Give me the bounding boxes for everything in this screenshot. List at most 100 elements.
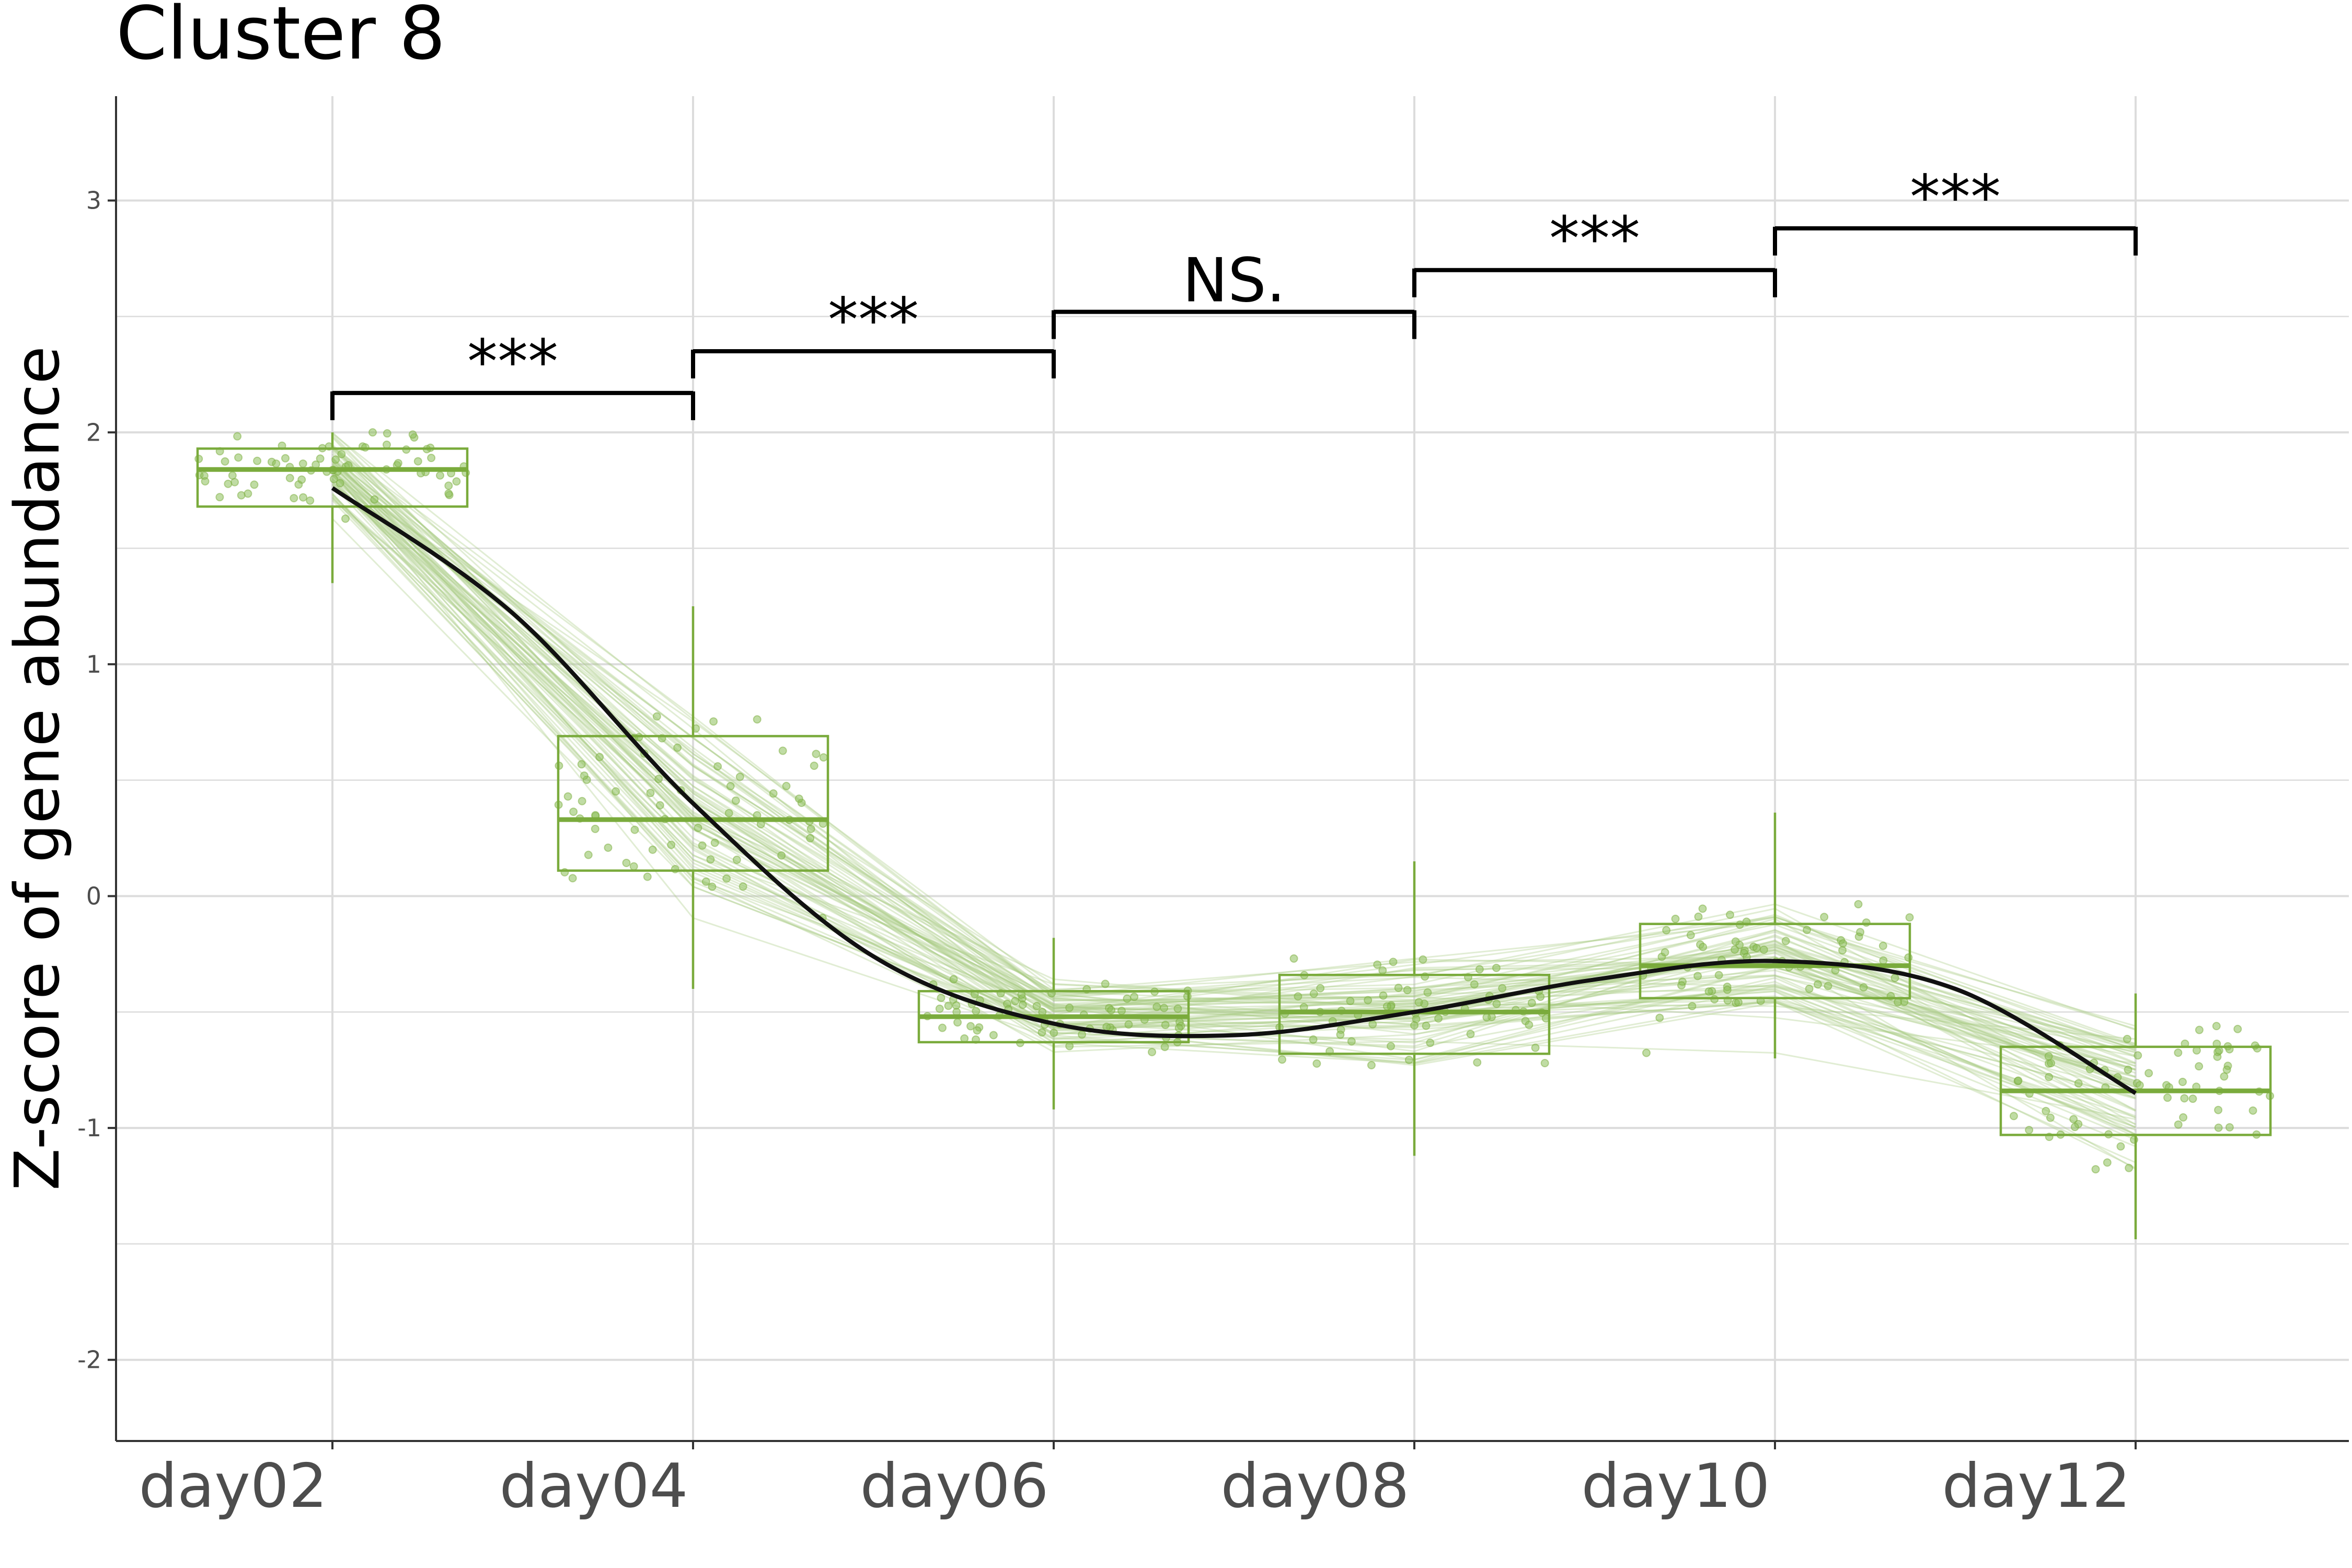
gene-point — [2179, 1113, 2188, 1122]
gene-point — [2220, 1072, 2229, 1081]
gene-point — [1531, 1043, 1540, 1052]
gene-point — [316, 454, 325, 463]
gene-point — [1482, 1013, 1491, 1022]
chart-title: Cluster 8 — [116, 0, 445, 76]
gene-profile-line — [331, 494, 2136, 1099]
gene-profile-line — [331, 457, 2136, 1131]
gene-point — [1378, 966, 1387, 975]
gene-point — [1373, 960, 1382, 969]
gene-profile-line — [331, 518, 2136, 1128]
gene-point — [1160, 1004, 1169, 1012]
gene-point — [819, 753, 828, 762]
gene-point — [2233, 1024, 2242, 1033]
gene-point — [2070, 1123, 2079, 1132]
gene-point — [708, 882, 717, 891]
gene-point — [2135, 1081, 2144, 1090]
gene-point — [694, 823, 702, 832]
gene-point — [253, 456, 262, 465]
gene-point — [604, 843, 613, 852]
box-iqr — [1639, 923, 1911, 999]
gene-point — [2180, 1094, 2189, 1103]
gene-point — [336, 479, 344, 488]
gene-point — [2124, 1065, 2132, 1074]
gene-point — [1379, 991, 1388, 1000]
gene-point — [1890, 973, 1899, 982]
gene-point — [1160, 1043, 1169, 1052]
gene-point — [281, 454, 290, 463]
gene-point — [949, 975, 958, 984]
gene-point — [413, 457, 422, 466]
gene-point — [1423, 988, 1432, 997]
gene-point — [794, 794, 803, 803]
gene-point — [709, 717, 718, 726]
gene-point — [1410, 1021, 1419, 1030]
gene-point — [234, 453, 243, 462]
gene-profile-line — [332, 481, 2136, 1085]
x-tick-label: day06 — [860, 1451, 1049, 1521]
gene-point — [1173, 1004, 1182, 1013]
gene-point — [1820, 913, 1829, 921]
gene-profile-line — [332, 466, 2136, 1125]
gene-point — [629, 862, 638, 871]
gene-profile-line — [331, 478, 2136, 1135]
gene-point — [722, 874, 731, 883]
gene-point — [1642, 1048, 1651, 1057]
gene-profile-line — [332, 458, 2136, 1027]
gene-point — [1346, 997, 1355, 1006]
gene-point — [2215, 1046, 2223, 1055]
gene-point — [1037, 1028, 1046, 1037]
gene-point — [2069, 1115, 2078, 1124]
gene-point — [1102, 1022, 1111, 1031]
gene-profile-line — [331, 483, 2136, 1117]
gene-point — [1367, 1060, 1376, 1069]
gene-point — [1492, 999, 1501, 1008]
gene-point — [643, 872, 652, 881]
gene-profile-line — [331, 471, 2136, 1071]
box-day04 — [557, 606, 829, 989]
gene-point — [769, 789, 778, 798]
gene-point — [1309, 1035, 1318, 1044]
gene-point — [2009, 1112, 2018, 1121]
gene-profile-line — [331, 469, 2136, 1097]
gene-point — [568, 874, 577, 883]
gene-point — [673, 743, 682, 752]
gene-point — [1856, 928, 1865, 937]
gene-profile-line — [331, 465, 2136, 1094]
gene-point — [2116, 1142, 2125, 1151]
gene-point — [1289, 954, 1298, 963]
gene-point — [1101, 979, 1110, 988]
gene-profile-line — [332, 444, 2136, 1046]
gene-point — [1426, 1039, 1435, 1047]
bracket-line — [691, 349, 1056, 378]
gene-point — [698, 841, 707, 850]
gene-point — [1723, 985, 1732, 994]
gene-point — [1312, 1059, 1321, 1068]
gene-profile-line — [331, 493, 2136, 1136]
gene-point — [2014, 1076, 2023, 1085]
gene-point — [368, 428, 377, 437]
gene-point — [1686, 931, 1695, 940]
box-day06 — [917, 938, 1190, 1110]
gene-point — [938, 1023, 947, 1032]
gene-point — [1278, 1055, 1287, 1064]
gene-point — [215, 493, 224, 502]
gene-point — [1117, 1006, 1126, 1015]
gene-profile-line — [332, 499, 2136, 1100]
gene-point — [1130, 993, 1139, 1001]
gene-point — [1419, 955, 1427, 964]
gene-point — [331, 455, 340, 464]
significance-bracket: *** — [691, 285, 1056, 378]
gene-point — [1731, 937, 1740, 946]
gene-point — [2163, 1093, 2172, 1102]
gene-point — [1677, 981, 1686, 990]
box-iqr — [557, 735, 829, 872]
gene-point — [1316, 984, 1325, 993]
gene-profile-line — [331, 466, 2136, 1070]
gene-point — [782, 781, 791, 790]
gene-point — [408, 430, 417, 439]
gene-point — [584, 850, 593, 859]
gene-point — [1403, 986, 1412, 995]
gene-point — [753, 715, 762, 724]
gene-profile-line — [331, 484, 2136, 1040]
